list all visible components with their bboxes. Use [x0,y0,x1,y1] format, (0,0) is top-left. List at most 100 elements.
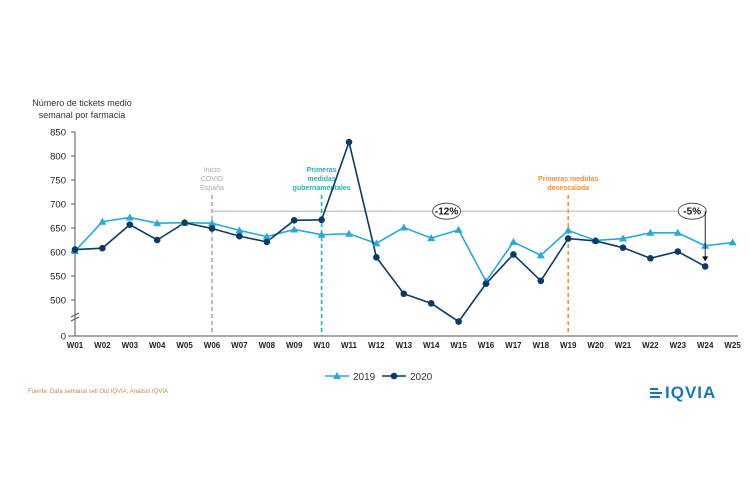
x-tick-label: W08 [259,341,276,350]
x-tick-label: W19 [560,341,577,350]
x-tick-label: W23 [670,341,687,350]
x-tick-label: W03 [122,341,139,350]
point-2020 [99,244,106,252]
logo-bars-icon [650,388,662,398]
y-tick-label: 750 [50,176,66,187]
point-2020 [236,232,243,240]
x-tick-label: W24 [697,341,714,350]
deescalation-measures-label: Primeras medidas [538,176,598,183]
change-arrow-head [702,256,709,262]
point-2019 [290,225,299,233]
legend-label-2019: 2019 [353,372,376,383]
point-2020 [181,219,188,227]
legend-marker-2020 [390,372,398,380]
covid-start-label: Inicio [204,167,220,174]
x-tick-label: W04 [149,341,166,350]
x-tick-label: W09 [286,341,303,350]
point-2019 [564,226,573,234]
change-a-badge [432,202,462,220]
point-2020 [290,217,298,224]
point-2019 [317,230,326,238]
point-2019 [372,239,381,247]
x-tick-label: W15 [450,341,467,350]
x-tick-label: W17 [505,341,522,350]
x-tick-label: W18 [533,341,550,350]
point-2019 [673,228,682,236]
point-2020 [208,225,216,232]
series-line-2020 [74,139,706,323]
government-measures-label: Primeras [307,167,337,174]
change-a-label: -12% [435,207,458,218]
point-2020 [263,238,271,246]
y-tick-label: 550 [50,272,66,283]
x-tick-label: W07 [231,341,248,350]
point-2019 [98,217,107,225]
point-2020 [427,300,435,307]
x-tick-label: W25 [724,341,741,350]
y-tick-label: 800 [50,152,66,163]
y-axis-label: Número de tickets medio semanal por farm… [32,98,132,120]
point-2019 [262,232,271,240]
deescalation-measures-label: desescalada [547,185,589,192]
point-2020 [674,248,682,255]
point-2019 [125,213,134,221]
change-b-label: -5% [683,207,701,218]
point-2019 [399,223,408,231]
change-b-badge [677,202,707,220]
point-2019 [536,251,545,259]
point-2020 [564,235,572,242]
point-2019 [454,225,463,233]
point-2019 [646,228,655,236]
x-tick-label: W13 [396,341,413,350]
y-tick-label: 700 [50,200,66,211]
covid-start-label: COVID [201,176,223,183]
point-2020 [153,236,161,244]
y-tick-label: 850 [50,128,66,139]
y-tick-label: 650 [50,224,66,235]
x-tick-label: W22 [642,341,659,350]
covid-start-label: España [200,185,224,192]
legend-marker-2019 [333,372,341,379]
point-2019 [208,219,216,227]
government-measures-label: gubernamentales [293,185,351,192]
point-2019 [427,234,436,242]
point-2020 [400,290,408,298]
point-2020 [619,244,627,251]
y-tick-label: 600 [50,248,66,259]
x-tick-label: W20 [587,341,604,350]
point-2020 [345,138,353,146]
point-2020 [701,263,709,270]
point-2019 [235,226,244,234]
x-tick-label: W05 [176,341,193,350]
x-tick-label: W01 [67,341,84,350]
point-2020 [537,277,545,285]
x-tick-label: W16 [478,341,495,350]
point-2019 [345,229,353,237]
logo-text: IQVIA [665,383,717,402]
point-2020 [455,318,462,325]
y-tick-label: 0 [61,332,66,343]
axis-break-mark [70,312,80,318]
y-tick-label: 500 [50,296,66,307]
x-tick-label: W11 [341,341,358,350]
point-2019 [619,234,627,242]
point-2020 [373,253,380,261]
legend-label-2020: 2020 [410,372,433,383]
source-note: Fuente: Data semanal sell Out IQVIA; Aná… [28,389,169,395]
x-tick-label: W14 [423,341,440,350]
point-2020 [71,246,79,253]
point-2020 [647,254,654,262]
point-2020 [318,216,325,224]
point-2020 [592,237,599,245]
x-tick-label: W02 [94,341,111,350]
x-tick-label: W10 [313,341,330,350]
point-2019 [153,219,162,227]
x-tick-label: W21 [615,341,632,350]
x-tick-label: W12 [368,341,385,350]
point-2020 [482,280,490,287]
government-measures-label: medidas [307,176,336,183]
point-2020 [126,221,134,228]
x-tick-label: W06 [204,341,221,350]
iqvia-logo: IQVIA [650,383,717,402]
